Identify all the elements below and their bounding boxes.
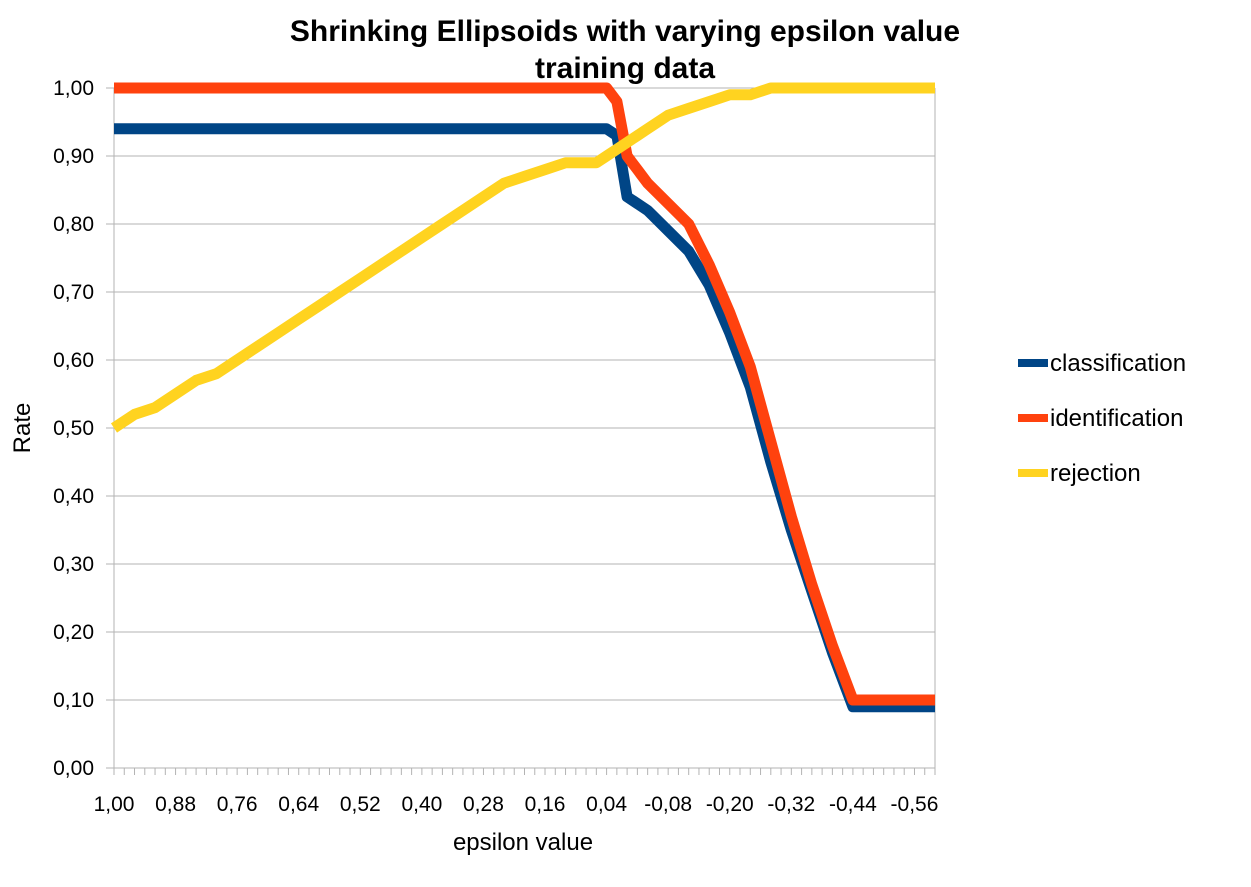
y-tick-label: 0,80 xyxy=(53,213,94,236)
x-tick-label: -0,20 xyxy=(706,793,754,816)
axes xyxy=(106,87,936,775)
y-axis-label: Rate xyxy=(9,403,36,454)
legend-label-identification: identification xyxy=(1050,405,1183,432)
x-tick-label: 0,52 xyxy=(340,793,381,816)
y-tick-label: 0,60 xyxy=(53,349,94,372)
series-line-identification xyxy=(114,82,935,706)
x-tick-label: -0,56 xyxy=(891,793,939,816)
y-tick-label: 0,00 xyxy=(53,757,94,780)
x-tick-label: 0,16 xyxy=(525,793,566,816)
gridlines xyxy=(114,87,935,769)
y-tick-label: 0,10 xyxy=(53,689,94,712)
chart-title: Shrinking Ellipsoids with varying epsilo… xyxy=(290,15,960,48)
x-tick-label: 1,00 xyxy=(94,793,135,816)
y-tick-labels: 0,00 0,10 0,20 0,30 0,40 0,50 0,60 0,70 0,80 0,90… xyxy=(53,77,94,780)
x-tick-label: 0,28 xyxy=(463,793,504,816)
chart-subtitle: training data xyxy=(535,52,715,85)
x-tick-label: 0,76 xyxy=(217,793,258,816)
legend-label-classification: classification xyxy=(1050,350,1186,377)
x-tick-label: 0,04 xyxy=(586,793,627,816)
x-tick-label: 0,88 xyxy=(155,793,196,816)
series-lines xyxy=(110,82,935,713)
y-tick-label: 0,50 xyxy=(53,417,94,440)
legend: classification identification rejection xyxy=(1018,350,1186,487)
y-tick-label: 1,00 xyxy=(53,77,94,100)
x-axis-label: epsilon value xyxy=(453,829,593,856)
legend-label-rejection: rejection xyxy=(1050,460,1141,487)
y-tick-label: 0,70 xyxy=(53,281,94,304)
series-line-classification xyxy=(114,123,935,713)
x-tick-label: 0,40 xyxy=(401,793,442,816)
series-line-rejection xyxy=(110,82,935,433)
y-tick-label: 0,30 xyxy=(53,553,94,576)
x-tick-labels: 1,00 0,88 0,76 0,64 0,52 0,40 0,28 0,16 0,04 -0,0… xyxy=(94,793,939,816)
x-tick-label: 0,64 xyxy=(278,793,319,816)
x-tick-label: -0,44 xyxy=(829,793,877,816)
x-tick-label: -0,08 xyxy=(644,793,692,816)
y-tick-label: 0,90 xyxy=(53,145,94,168)
y-tick-label: 0,20 xyxy=(53,621,94,644)
x-tick-label: -0,32 xyxy=(767,793,815,816)
y-tick-label: 0,40 xyxy=(53,485,94,508)
